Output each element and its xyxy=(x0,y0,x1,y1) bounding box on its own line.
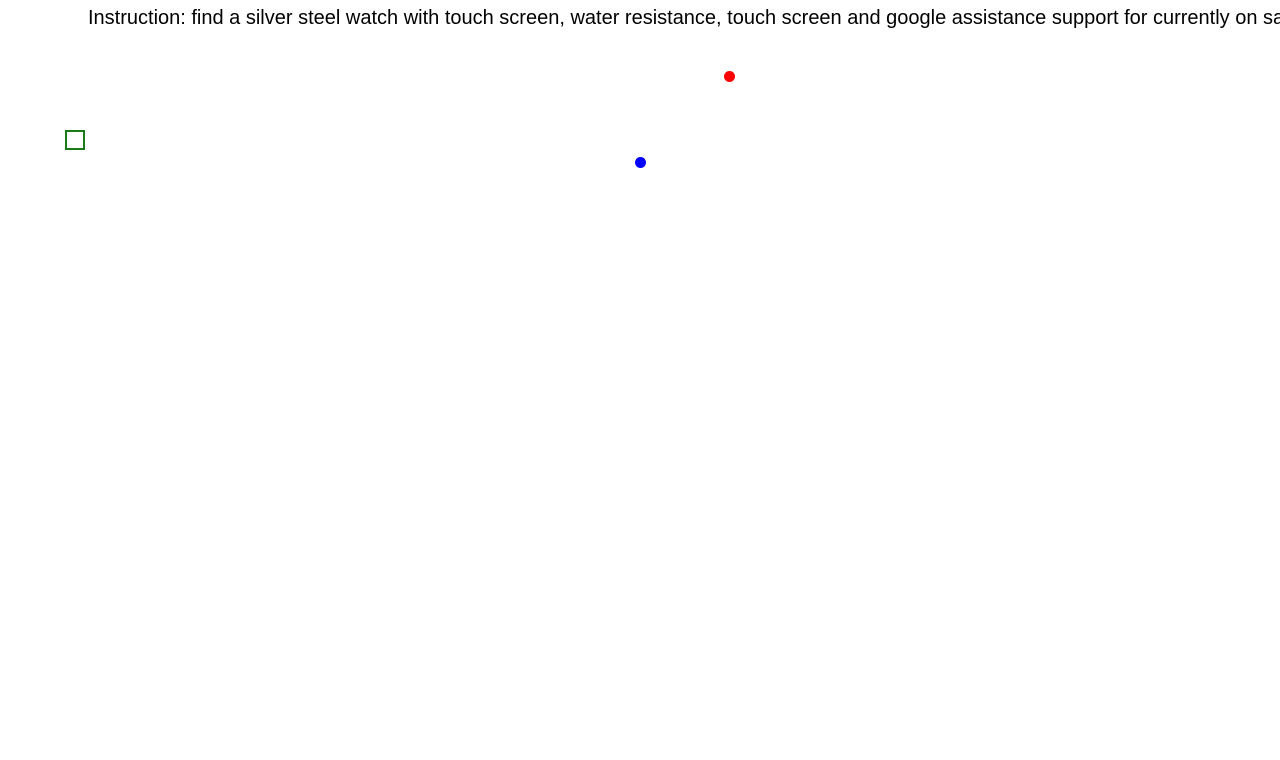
checkbox-marker[interactable] xyxy=(65,130,85,150)
red-dot-marker xyxy=(724,71,735,82)
blue-dot-marker xyxy=(635,157,646,168)
instruction-text: Instruction: find a silver steel watch w… xyxy=(88,7,1280,29)
